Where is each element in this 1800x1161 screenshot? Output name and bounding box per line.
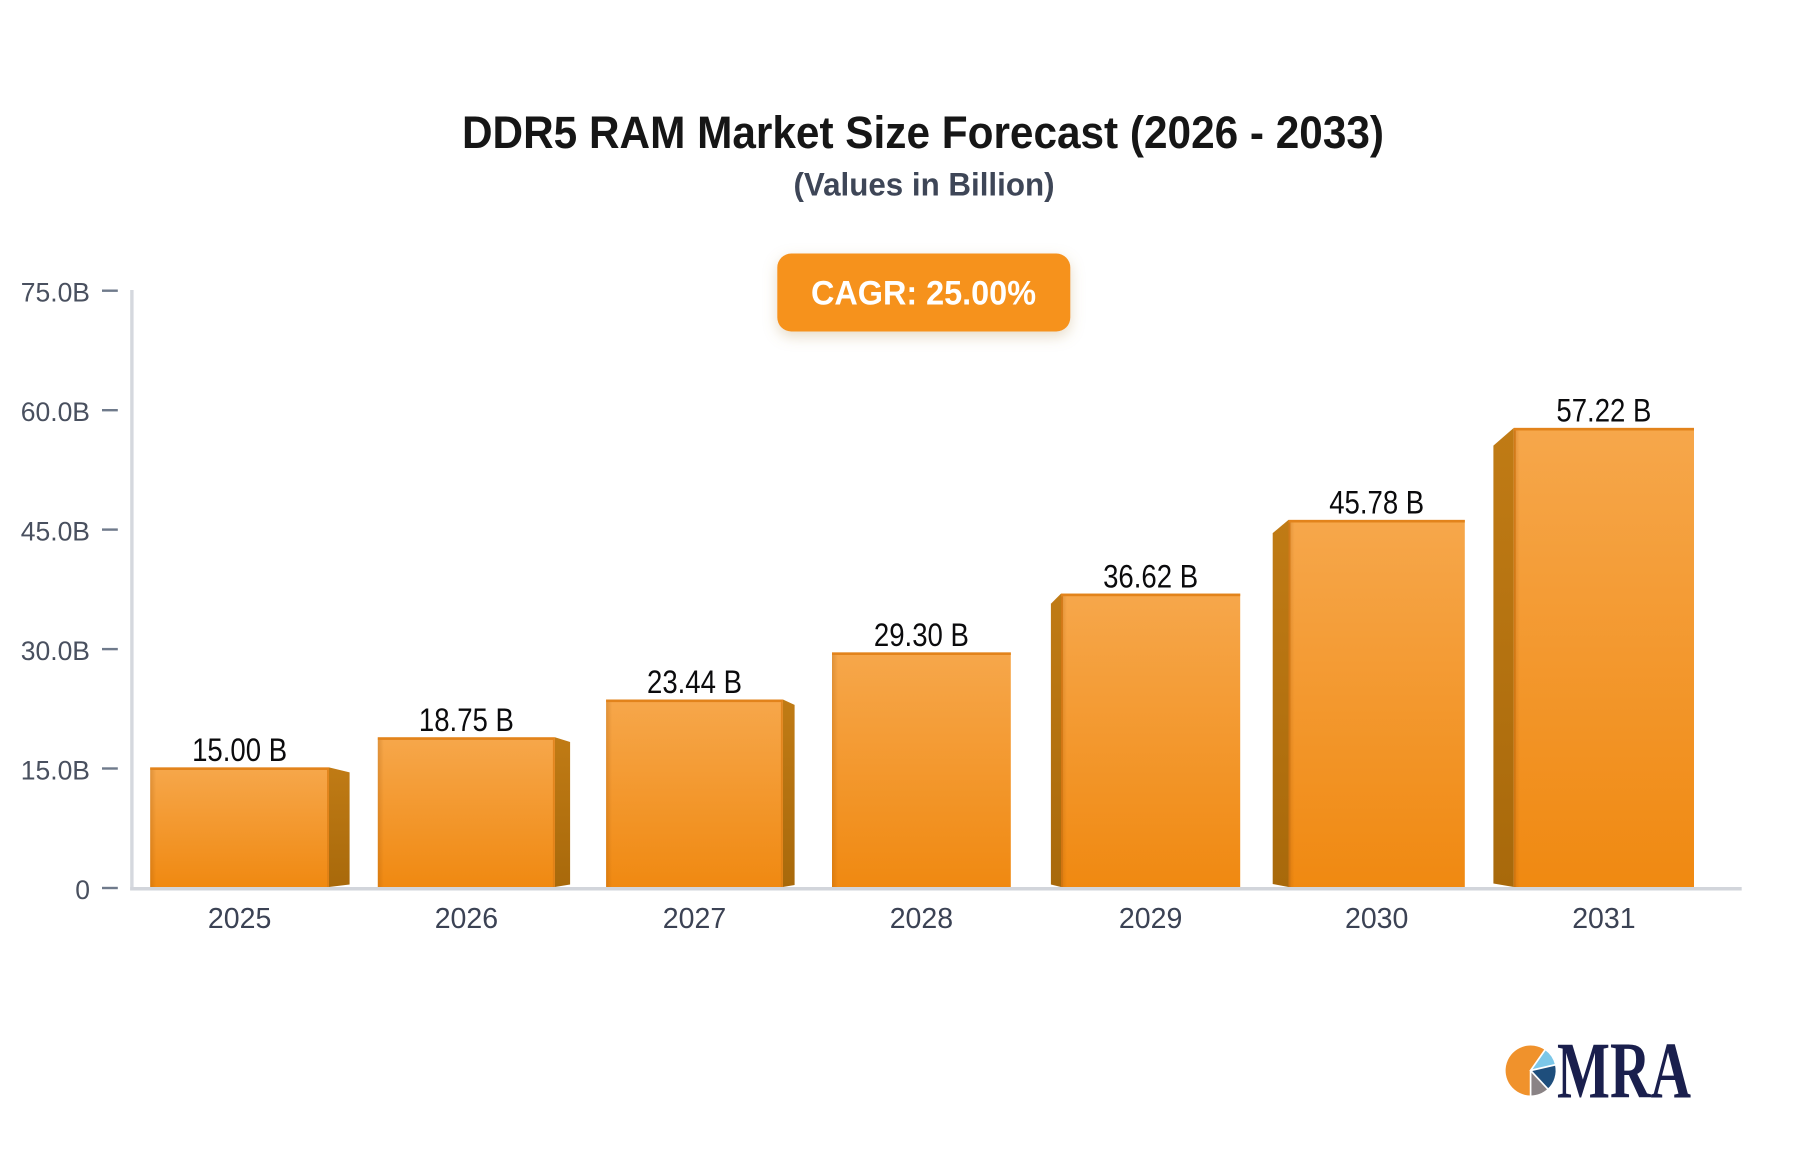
svg-text:2029: 2029 <box>1119 903 1182 935</box>
svg-text:45.78 B: 45.78 B <box>1329 485 1424 521</box>
svg-text:29.30 B: 29.30 B <box>874 617 969 653</box>
svg-text:0: 0 <box>75 875 90 905</box>
svg-text:36.62 B: 36.62 B <box>1103 558 1198 594</box>
svg-text:2026: 2026 <box>435 903 498 935</box>
svg-text:15.00 B: 15.00 B <box>192 732 287 768</box>
svg-text:23.44 B: 23.44 B <box>647 664 742 700</box>
svg-text:75.0B: 75.0B <box>21 278 90 308</box>
svg-text:MRA: MRA <box>1557 1028 1691 1116</box>
svg-text:57.22 B: 57.22 B <box>1556 393 1651 429</box>
svg-text:45.0B: 45.0B <box>21 516 90 546</box>
svg-text:CAGR: 25.00%: CAGR: 25.00% <box>811 275 1036 313</box>
svg-text:15.0B: 15.0B <box>21 755 90 785</box>
svg-text:18.75 B: 18.75 B <box>419 702 514 738</box>
svg-text:(Values in Billion): (Values in Billion) <box>794 167 1055 203</box>
svg-text:2027: 2027 <box>663 903 726 935</box>
svg-text:2030: 2030 <box>1345 903 1408 935</box>
svg-text:30.0B: 30.0B <box>21 636 90 666</box>
svg-text:DDR5 RAM Market Size Forecast: DDR5 RAM Market Size Forecast (2026 - 20… <box>462 107 1384 158</box>
svg-text:60.0B: 60.0B <box>21 397 90 427</box>
svg-text:2025: 2025 <box>208 903 271 935</box>
svg-text:2031: 2031 <box>1572 903 1635 935</box>
svg-text:2028: 2028 <box>890 903 953 935</box>
